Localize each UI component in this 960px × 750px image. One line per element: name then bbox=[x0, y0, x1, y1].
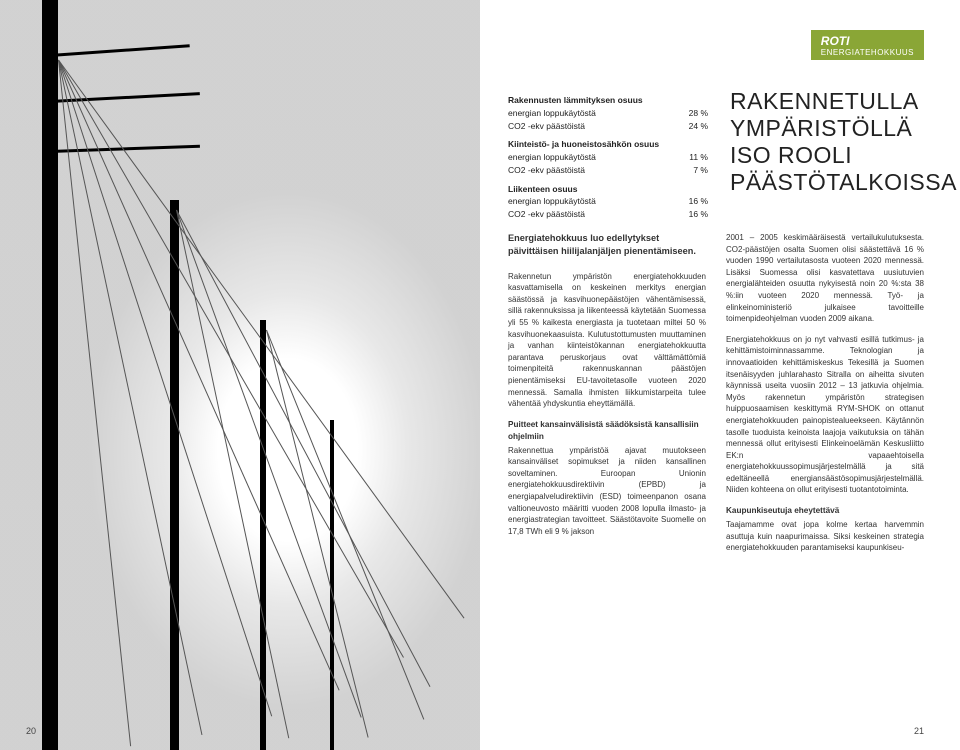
right-page: ROTI ENERGIATEHOKKUUS Rakennusten lämmit… bbox=[480, 0, 960, 750]
stats-row: energian loppukäytöstä16 % bbox=[508, 195, 708, 208]
body-paragraph: Rakennetun ympäristön energiatehokkuuden… bbox=[508, 271, 706, 410]
article-body: Energiatehokkuus luo edellytykset päivit… bbox=[508, 232, 924, 720]
article-headline: RAKENNETULLA YMPÄRISTÖLLÄ ISO ROOLI PÄÄS… bbox=[730, 88, 924, 197]
lede-paragraph: Energiatehokkuus luo edellytykset päivit… bbox=[508, 232, 706, 259]
category-badge: ROTI ENERGIATEHOKKUUS bbox=[811, 30, 924, 60]
page-number-left: 20 bbox=[26, 726, 36, 736]
page-number-right: 21 bbox=[914, 726, 924, 736]
body-paragraph: Energiatehokkuus on jo nyt vahvasti esil… bbox=[726, 334, 924, 496]
subheading: Puitteet kansainvälisistä säädöksistä ka… bbox=[508, 419, 706, 443]
body-paragraph: Taajamamme ovat jopa kolme kertaa harvem… bbox=[726, 519, 924, 554]
left-page: 20 bbox=[0, 0, 480, 750]
stats-group-head: Kiinteistö- ja huoneistosähkön osuus bbox=[508, 138, 708, 151]
page-spread: 20 ROTI ENERGIATEHOKKUUS Rakennusten läm… bbox=[0, 0, 960, 750]
stats-row: energian loppukäytöstä11 % bbox=[508, 151, 708, 164]
stats-group-head: Liikenteen osuus bbox=[508, 183, 708, 196]
stats-block: Rakennusten lämmityksen osuus energian l… bbox=[508, 94, 708, 221]
body-paragraph: 2001 – 2005 keskimääräisestä vertailukul… bbox=[726, 232, 924, 325]
subheading: Kaupunkiseutuja eheytettävä bbox=[726, 505, 924, 517]
background-photo bbox=[0, 0, 480, 750]
stats-row: energian loppukäytöstä28 % bbox=[508, 107, 708, 120]
stats-row: CO2 -ekv päästöistä24 % bbox=[508, 120, 708, 133]
badge-label: ENERGIATEHOKKUUS bbox=[821, 48, 914, 57]
stats-row: CO2 -ekv päästöistä7 % bbox=[508, 164, 708, 177]
stats-group-head: Rakennusten lämmityksen osuus bbox=[508, 94, 708, 107]
body-paragraph: Rakennettua ympäristöä ajavat muutokseen… bbox=[508, 445, 706, 538]
stats-row: CO2 -ekv päästöistä16 % bbox=[508, 208, 708, 221]
badge-logo: ROTI bbox=[821, 34, 850, 48]
